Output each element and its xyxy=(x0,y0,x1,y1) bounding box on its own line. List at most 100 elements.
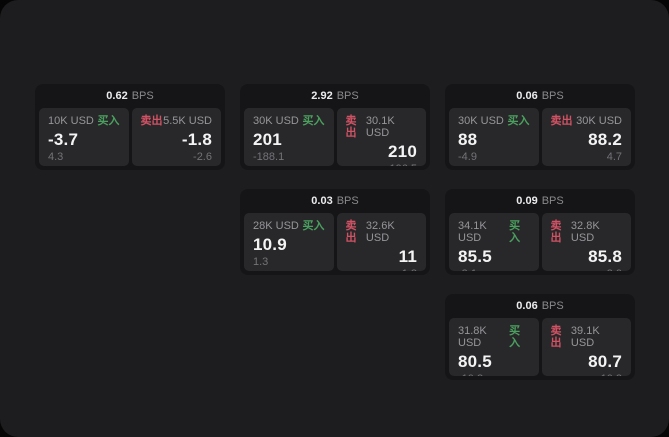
buy-panel-header: 28K USD 买入 xyxy=(253,220,325,232)
sell-price: 210 xyxy=(388,142,417,161)
grid-cell-empty xyxy=(35,294,225,380)
spread-unit-label: BPS xyxy=(336,90,359,102)
buy-quote-panel[interactable]: 10K USD 买入 -3.7 4.3 xyxy=(39,108,129,166)
grid-cell: 0.06 BPS 30K USD 买入 88 -4.9 卖出 30K USD 88… xyxy=(445,84,635,170)
spread-header: 0.06 BPS xyxy=(449,294,631,318)
sell-side-label: 卖出 xyxy=(550,325,562,349)
sell-panel-header: 卖出 30.1K USD xyxy=(346,115,418,139)
buy-size-label: 28K USD xyxy=(253,220,299,232)
buy-side-label: 买入 xyxy=(507,115,530,127)
buy-quote-panel[interactable]: 30K USD 买入 88 -4.9 xyxy=(449,108,539,166)
buy-quote-panel[interactable]: 30K USD 买入 201 -188.1 xyxy=(244,108,334,166)
sell-size-label: 30K USD xyxy=(576,115,622,127)
buy-quote-panel[interactable]: 34.1K USD 买入 85.5 -3.1 xyxy=(449,213,539,271)
buy-price: 80.5 xyxy=(458,352,492,371)
sell-side-label: 卖出 xyxy=(550,115,573,127)
grid-cell: 0.62 BPS 10K USD 买入 -3.7 4.3 卖出 5.5K USD … xyxy=(35,84,225,170)
sell-quote-panel[interactable]: 卖出 5.5K USD -1.8 -2.6 xyxy=(131,108,221,166)
sell-delta: 3.0 xyxy=(551,268,622,271)
buy-panel-header: 10K USD 买入 xyxy=(48,115,120,127)
sell-quote-panel[interactable]: 卖出 30K USD 88.2 4.7 xyxy=(541,108,631,166)
buy-price: 201 xyxy=(253,130,282,149)
spread-value: 0.09 xyxy=(516,195,538,207)
sell-price: 88.2 xyxy=(588,130,622,149)
sell-price: -1.8 xyxy=(181,130,212,149)
buy-delta: -188.1 xyxy=(253,151,285,163)
quote-panels: 30K USD 买入 88 -4.9 卖出 30K USD 88.2 4.7 xyxy=(449,108,631,166)
sell-size-label: 30.1K USD xyxy=(365,115,395,139)
sell-quote-panel[interactable]: 卖出 32.8K USD 85.8 3.0 xyxy=(541,213,631,271)
sell-panel-header: 卖出 32.8K USD xyxy=(551,220,623,244)
buy-side-label: 买入 xyxy=(302,115,325,127)
spread-header: 0.03 BPS xyxy=(244,189,426,213)
sell-quote-panel[interactable]: 卖出 32.6K USD 11 -1.8 xyxy=(336,213,426,271)
sell-delta: 10.2 xyxy=(551,373,622,376)
sell-delta: -1.8 xyxy=(346,268,417,271)
sell-side-label: 卖出 xyxy=(140,115,163,127)
sell-side-label: 卖出 xyxy=(345,115,357,139)
buy-delta: 4.3 xyxy=(48,151,64,163)
spread-value: 0.06 xyxy=(516,90,538,102)
buy-size-label: 30K USD xyxy=(253,115,299,127)
spread-header: 0.09 BPS xyxy=(449,189,631,213)
sell-panel-header: 卖出 30K USD xyxy=(551,115,623,127)
sell-side-label: 卖出 xyxy=(345,220,357,244)
spread-unit-label: BPS xyxy=(541,195,564,207)
buy-quote-panel[interactable]: 28K USD 买入 10.9 1.3 xyxy=(244,213,334,271)
buy-price: 88 xyxy=(458,130,478,149)
grid-cell: 0.03 BPS 28K USD 买入 10.9 1.3 卖出 32.6K USD… xyxy=(240,189,430,275)
buy-delta: -3.1 xyxy=(458,268,530,271)
sell-quote-panel[interactable]: 卖出 39.1K USD 80.7 10.2 xyxy=(541,318,631,376)
spread-unit-label: BPS xyxy=(541,90,564,102)
buy-side-label: 买入 xyxy=(509,325,521,349)
quote-grid: 0.62 BPS 10K USD 买入 -3.7 4.3 卖出 5.5K USD … xyxy=(35,84,635,380)
buy-panel-header: 30K USD 买入 xyxy=(253,115,325,127)
sell-delta: 196.5 xyxy=(346,163,417,166)
sell-price: 85.8 xyxy=(588,247,622,266)
sell-size-label: 5.5K USD xyxy=(163,115,212,127)
spread-unit-label: BPS xyxy=(541,300,564,312)
spread-value: 0.62 xyxy=(106,90,128,102)
grid-cell: 2.92 BPS 30K USD 买入 201 -188.1 卖出 30.1K U… xyxy=(240,84,430,170)
grid-cell-empty xyxy=(35,189,225,275)
buy-delta: -10.8 xyxy=(458,373,530,376)
sell-panel-header: 卖出 32.6K USD xyxy=(346,220,418,244)
buy-size-label: 34.1K USD xyxy=(458,220,487,244)
sell-panel-header: 卖出 5.5K USD xyxy=(141,115,213,127)
buy-quote-panel[interactable]: 31.8K USD 买入 80.5 -10.8 xyxy=(449,318,539,376)
spread-unit-label: BPS xyxy=(336,195,359,207)
sell-delta: 4.7 xyxy=(606,151,622,163)
quote-card: 0.62 BPS 10K USD 买入 -3.7 4.3 卖出 5.5K USD … xyxy=(35,84,225,170)
sell-size-label: 32.6K USD xyxy=(365,220,395,244)
buy-panel-header: 30K USD 买入 xyxy=(458,115,530,127)
quote-panels: 30K USD 买入 201 -188.1 卖出 30.1K USD 210 1… xyxy=(244,108,426,166)
buy-delta: 1.3 xyxy=(253,256,269,268)
sell-price: 11 xyxy=(398,247,417,266)
buy-price: -3.7 xyxy=(48,130,79,149)
sell-quote-panel[interactable]: 卖出 30.1K USD 210 196.5 xyxy=(336,108,426,166)
buy-panel-header: 34.1K USD 买入 xyxy=(458,220,530,244)
quote-panels: 34.1K USD 买入 85.5 -3.1 卖出 32.8K USD 85.8… xyxy=(449,213,631,271)
quote-panels: 10K USD 买入 -3.7 4.3 卖出 5.5K USD -1.8 -2.… xyxy=(39,108,221,166)
spread-value: 0.06 xyxy=(516,300,538,312)
buy-panel-header: 31.8K USD 买入 xyxy=(458,325,530,349)
spread-header: 0.62 BPS xyxy=(39,84,221,108)
spread-header: 2.92 BPS xyxy=(244,84,426,108)
quote-card: 2.92 BPS 30K USD 买入 201 -188.1 卖出 30.1K U… xyxy=(240,84,430,170)
quote-panels: 31.8K USD 买入 80.5 -10.8 卖出 39.1K USD 80.… xyxy=(449,318,631,376)
buy-delta: -4.9 xyxy=(458,151,477,163)
grid-cell-empty xyxy=(240,294,430,380)
quote-panels: 28K USD 买入 10.9 1.3 卖出 32.6K USD 11 -1.8 xyxy=(244,213,426,271)
sell-size-label: 39.1K USD xyxy=(570,325,600,349)
sell-delta: -2.6 xyxy=(193,151,212,163)
spread-value: 2.92 xyxy=(311,90,333,102)
buy-side-label: 买入 xyxy=(509,220,521,244)
sell-size-label: 32.8K USD xyxy=(570,220,600,244)
buy-size-label: 10K USD xyxy=(48,115,94,127)
buy-size-label: 30K USD xyxy=(458,115,504,127)
